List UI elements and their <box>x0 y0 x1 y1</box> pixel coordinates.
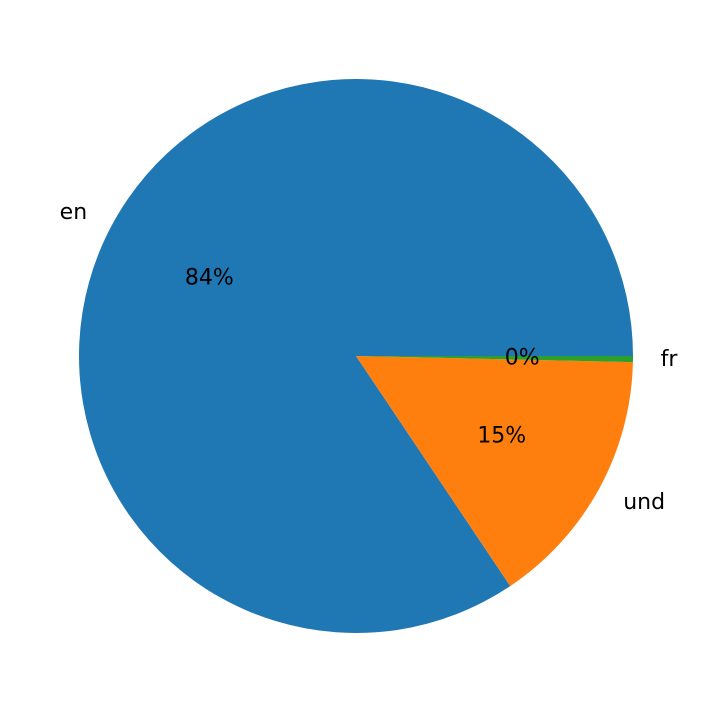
slice-label-fr: fr <box>661 347 679 372</box>
slice-pct-label-fr: 0% <box>505 345 540 370</box>
slice-label-en: en <box>60 200 87 225</box>
slice-pct-label-und: 15% <box>477 423 526 448</box>
pie-slice-und <box>356 356 633 587</box>
slice-label-und: und <box>623 490 665 515</box>
pie-slice-en <box>78 79 633 634</box>
slice-pct-label-en: 84% <box>185 265 234 290</box>
pie-slice-fr <box>356 356 633 363</box>
